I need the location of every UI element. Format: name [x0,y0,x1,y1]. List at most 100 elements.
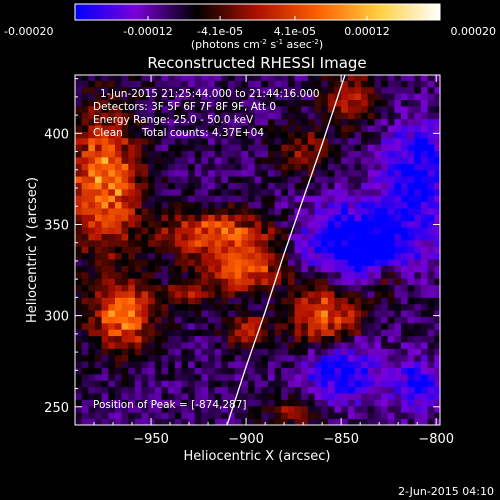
heatmap-cell [301,201,309,209]
heatmap-cell [341,252,349,260]
heatmap-cell [354,310,362,317]
heatmap-cell [94,291,103,298]
heatmap-cell [168,80,176,88]
heatmap-cell [94,80,103,88]
heatmap-cell [254,367,262,375]
heatmap-cell [427,297,435,305]
heatmap-cell [294,329,302,337]
heatmap-cell [214,233,222,241]
heatmap-cell [301,271,309,279]
x-tick-label: −900 [228,432,264,447]
heatmap-cell [114,373,122,381]
heatmap-cell [394,80,402,88]
heatmap-cell [381,144,389,152]
heatmap-cell [128,405,136,413]
heatmap-cell [228,393,236,400]
heatmap-cell [228,176,236,183]
heatmap-cell [381,157,389,164]
heatmap-cell [294,125,302,132]
heatmap-cell [420,335,429,343]
heatmap-cell [128,367,136,375]
heatmap-cell [121,373,129,381]
heatmap-cell [188,137,196,145]
heatmap-cell [387,310,395,317]
heatmap-cell [407,284,415,292]
heatmap-cell [401,405,409,413]
heatmap-cell [394,342,402,349]
heatmap-cell [347,169,355,177]
heatmap-cell [420,386,429,394]
heatmap-cell [241,316,249,324]
heatmap-cell [354,405,362,413]
heatmap-cell [101,150,109,158]
heatmap-cell [168,208,176,215]
heatmap-cell [108,393,116,400]
heatmap-cell [341,418,349,425]
heatmap-cell [174,265,182,273]
heatmap-cell [214,303,222,311]
heatmap-cell [154,112,162,120]
heatmap-cell [274,297,282,305]
heatmap-cell [387,137,395,145]
heatmap-cell [254,99,262,107]
heatmap-cell [267,329,276,337]
heatmap-cell [407,239,415,247]
heatmap-cell [274,80,282,88]
heatmap-cell [321,208,329,215]
heatmap-cell [128,354,136,362]
heatmap-cell [254,354,262,362]
heatmap-cell [134,412,142,420]
heatmap-cell [81,169,89,177]
heatmap-cell [141,265,149,273]
heatmap-cell [75,80,83,88]
heatmap-cell [414,354,422,362]
heatmap-cell [128,316,136,324]
heatmap-cell [401,150,409,158]
heatmap-cell [374,105,382,113]
heatmap-cell [261,316,269,324]
heatmap-cell [387,201,395,209]
heatmap-cell [301,233,309,241]
heatmap-cell [81,373,89,381]
heatmap-cell [188,386,196,394]
heatmap-cell [121,214,129,222]
heatmap-cell [134,99,142,107]
heatmap-cell [341,271,349,279]
heatmap-cell [114,125,122,132]
heatmap-cell [221,322,229,330]
heatmap-cell [420,361,429,368]
heatmap-cell [314,105,322,113]
heatmap-cell [121,125,129,132]
heatmap-cell [181,150,189,158]
heatmap-cell [88,239,96,247]
heatmap-cell [214,316,222,324]
heatmap-cell [367,252,375,260]
heatmap-cell [427,188,435,196]
heatmap-cell [247,284,256,292]
heatmap-cell [128,214,136,222]
heatmap-cell [128,265,136,273]
heatmap-cell [361,380,369,388]
heatmap-cell [341,335,349,343]
heatmap-cell [174,201,182,209]
heatmap-cell [281,105,289,113]
heatmap-cell [168,329,176,337]
heatmap-cell [294,80,302,88]
heatmap-cell [148,86,156,94]
heatmap-cell [394,220,402,228]
heatmap-cell [374,265,382,273]
heatmap-cell [301,220,309,228]
heatmap-cell [307,399,315,407]
heatmap-cell [287,399,295,407]
heatmap-cell [148,227,156,234]
heatmap-cell [228,220,236,228]
heatmap-cell [181,278,189,286]
heatmap-cell [148,137,156,145]
heatmap-cell [387,418,395,425]
heatmap-cell [234,393,242,400]
heatmap-cell [174,418,182,425]
heatmap-cell [314,157,322,164]
heatmap-cell [174,208,182,215]
heatmap-cell [420,188,429,196]
heatmap-cell [101,310,109,317]
